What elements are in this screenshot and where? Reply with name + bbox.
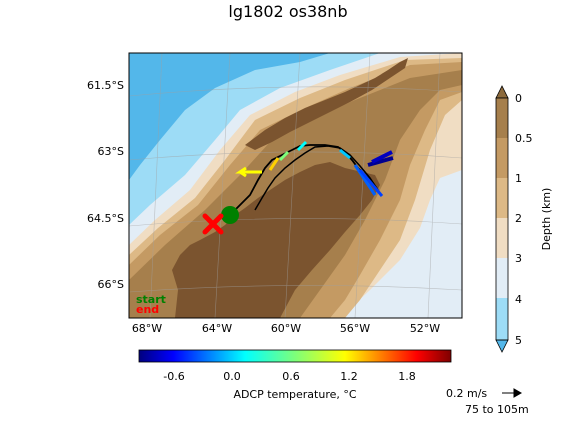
quiver-speed-label: 0.2 m/s — [446, 387, 487, 400]
quiver-key: 0.2 m/s 75 to 105m — [446, 387, 529, 416]
velocity-arrows — [235, 140, 394, 197]
depth-tick-label: 5 — [515, 334, 522, 347]
depth-tick-label: 0 — [515, 92, 522, 105]
lon-tick-label: 56°W — [340, 322, 370, 335]
depth-colorbar-label: Depth (km) — [540, 188, 553, 251]
longitude-axis: 68°W 64°W 60°W 56°W 52°W — [132, 322, 440, 335]
temp-tick-label: 1.8 — [398, 370, 416, 383]
quiver-key-arrow — [502, 388, 523, 398]
temperature-colorbar: -0.6 0.0 0.6 1.2 1.8 ADCP temperature, °… — [138, 349, 452, 401]
lat-tick-label: 63°S — [98, 145, 124, 158]
temp-colorbar-label: ADCP temperature, °C — [233, 388, 356, 401]
figure-title: lg1802 os38nb — [228, 2, 347, 21]
peninsula-land — [172, 162, 380, 318]
temp-tick-label: 0.0 — [223, 370, 241, 383]
graticule — [129, 53, 462, 318]
lon-tick-label: 68°W — [132, 322, 162, 335]
very-deep-basin — [129, 53, 330, 180]
lat-tick-label: 61.5°S — [87, 79, 124, 92]
lon-tick-label: 64°W — [202, 322, 232, 335]
temp-tick-label: 0.6 — [282, 370, 300, 383]
lon-tick-label: 52°W — [410, 322, 440, 335]
lat-tick-label: 64.5°S — [87, 212, 124, 225]
depth-tick-label: 1 — [515, 172, 522, 185]
latitude-axis: 61.5°S 63°S 64.5°S 66°S — [87, 79, 124, 291]
map-frame — [128, 52, 463, 319]
depth-tick-label: 0.5 — [515, 132, 533, 145]
start-marker — [221, 206, 239, 224]
temp-tick-label: -0.6 — [163, 370, 184, 383]
depth-colorbar: 0 0.5 1 2 3 4 5 Depth (km) — [495, 85, 553, 353]
depth-tick-label: 4 — [515, 293, 522, 306]
south-shetland-islands — [245, 58, 408, 150]
legend-end-label: end — [136, 303, 159, 316]
depth-tick-label: 2 — [515, 212, 522, 225]
depth-colorbar-top-extend — [495, 85, 509, 99]
map-panel — [129, 53, 462, 318]
depth-tick-label: 3 — [515, 252, 522, 265]
lon-tick-label: 60°W — [271, 322, 301, 335]
quiver-depth-label: 75 to 105m — [465, 403, 529, 416]
depth-colorbar-bottom-extend — [495, 339, 509, 353]
end-marker — [202, 213, 224, 235]
legend-start-label: start — [136, 293, 166, 306]
temp-tick-label: 1.2 — [340, 370, 358, 383]
lat-tick-label: 66°S — [98, 278, 124, 291]
ship-track-return — [254, 145, 379, 211]
